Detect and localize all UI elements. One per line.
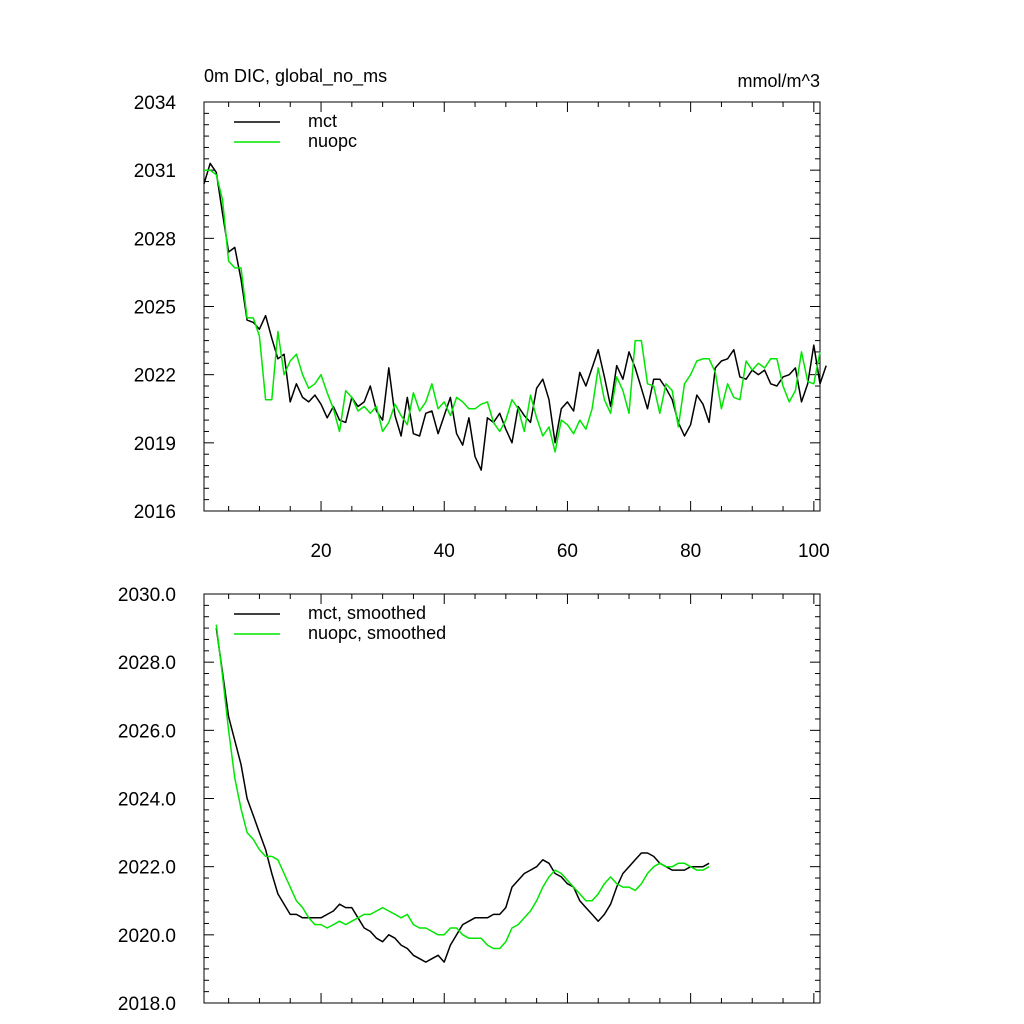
y-tick-label: 2028.0 — [118, 653, 176, 674]
y-tick-label: 2022.0 — [118, 858, 176, 879]
legend-label: nuopc, smoothed — [308, 623, 446, 643]
y-tick-label: 2024.0 — [118, 790, 176, 811]
series-line-nuopc-smoothed — [215, 624, 710, 950]
y-tick-label: 2020.0 — [118, 926, 176, 947]
y-tick-label: 2016 — [134, 502, 176, 523]
y-tick-label: 2025 — [134, 298, 176, 319]
series-line-mct-smoothed — [215, 627, 710, 963]
y-tick-label: 2034 — [134, 93, 177, 114]
series-line-nuopc — [204, 169, 821, 453]
x-tick-label: 80 — [680, 541, 701, 562]
bottom-panel: 2018.0 2020.0 2022.0 2024.0 2026.0 2028.0 2030… — [118, 585, 821, 1015]
y-tick-label: 2022 — [134, 366, 176, 387]
series-line-mct — [203, 162, 827, 471]
y-tick-label: 2030.0 — [118, 585, 176, 606]
y-tick-label: 2019 — [134, 434, 176, 455]
x-tick-label: 60 — [557, 541, 578, 562]
x-tick-label: 100 — [798, 541, 830, 562]
y-tick-label: 2018.0 — [118, 994, 176, 1015]
legend-label: mct, smoothed — [308, 603, 426, 623]
units-label: mmol/m^3 — [738, 71, 820, 91]
y-tick-label: 2031 — [134, 161, 176, 182]
y-tick-label: 2026.0 — [118, 721, 176, 742]
x-tick-label: 20 — [310, 541, 331, 562]
chart-title: 0m DIC, global_no_ms — [204, 66, 387, 87]
top-panel: 2016 2019 2022 2025 2028 2031 2034 20 40 60 80 100 m… — [134, 93, 830, 562]
legend-label: mct — [308, 111, 337, 131]
x-tick-label: 40 — [434, 541, 455, 562]
plot-frame — [203, 101, 821, 512]
legend-label: nuopc — [308, 131, 357, 151]
y-tick-label: 2028 — [134, 229, 176, 250]
plot-frame — [203, 593, 821, 1004]
